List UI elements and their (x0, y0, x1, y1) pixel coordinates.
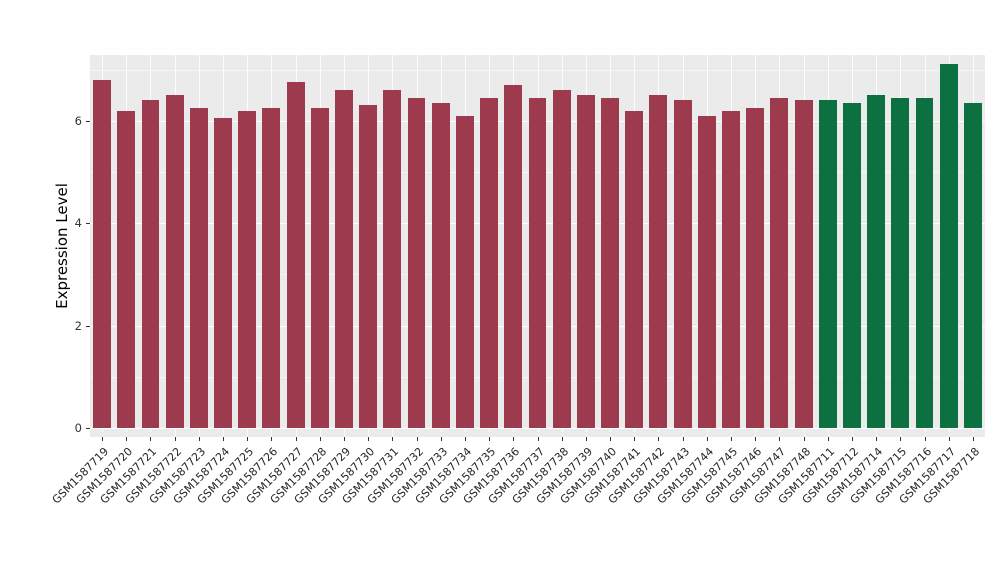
bar (770, 97, 789, 428)
x-tick-mark (755, 437, 757, 441)
x-tick-mark (827, 437, 829, 441)
bar (189, 108, 208, 428)
x-tick-mark (223, 437, 225, 441)
x-tick-mark (610, 437, 612, 441)
bar (141, 100, 160, 428)
y-tick-label: 2 (74, 318, 82, 333)
x-tick-mark (295, 437, 297, 441)
bar (843, 102, 861, 428)
x-tick-mark (174, 437, 176, 441)
x-tick-mark (924, 437, 926, 441)
bar (238, 110, 257, 428)
x-tick-mark (513, 437, 515, 441)
bar (528, 97, 547, 428)
y-tick-label: 4 (74, 216, 82, 231)
x-tick-mark (319, 437, 321, 441)
x-tick-mark (851, 437, 853, 441)
x-tick-mark (803, 437, 805, 441)
bar (794, 100, 813, 428)
y-tick-mark (86, 428, 90, 429)
x-tick-mark (948, 437, 950, 441)
bar (383, 90, 402, 428)
x-tick-mark (561, 437, 563, 441)
x-tick-mark (150, 437, 152, 441)
x-tick-mark (102, 437, 104, 441)
x-tick-mark (537, 437, 539, 441)
x-tick-mark (343, 437, 345, 441)
x-tick-mark (489, 437, 491, 441)
x-tick-mark (658, 437, 660, 441)
bar (455, 115, 474, 428)
bar (407, 97, 426, 428)
plot-panel (90, 55, 985, 437)
bar (262, 108, 281, 428)
bar (214, 118, 232, 428)
bar (480, 97, 499, 428)
x-tick-mark (706, 437, 708, 441)
x-tick-mark (247, 437, 249, 441)
x-tick-mark (876, 437, 878, 441)
bar (891, 97, 910, 428)
bar (117, 110, 136, 428)
x-tick-mark (368, 437, 370, 441)
x-tick-mark (682, 437, 684, 441)
bar (963, 102, 982, 428)
x-tick-mark (440, 437, 442, 441)
y-axis-title: Expression Level (53, 183, 71, 309)
y-tick-label: 0 (74, 421, 82, 435)
bar (746, 108, 765, 428)
bar (576, 95, 595, 428)
bar (286, 82, 305, 428)
bar (649, 95, 668, 428)
bar (625, 110, 644, 428)
x-tick-mark (464, 437, 466, 441)
bar (722, 110, 740, 428)
x-tick-mark (392, 437, 394, 441)
y-tick-mark (86, 325, 90, 327)
bar (431, 102, 450, 428)
bar (818, 100, 837, 428)
bar (673, 100, 692, 428)
bar (165, 95, 184, 428)
y-tick-label: 6 (74, 113, 82, 128)
x-tick-mark (731, 437, 732, 441)
x-tick-mark (972, 437, 974, 441)
x-tick-mark (198, 437, 200, 441)
bar (335, 90, 353, 428)
bar (939, 64, 958, 428)
bar (915, 97, 934, 428)
y-tick-mark (86, 120, 90, 122)
x-tick-mark (416, 437, 418, 441)
x-tick-mark (900, 437, 902, 441)
bar (310, 108, 329, 428)
x-tick-mark (585, 437, 587, 441)
x-tick-mark (126, 437, 128, 441)
x-tick-mark (779, 437, 781, 441)
bar (552, 90, 571, 428)
x-tick-mark (634, 437, 636, 441)
bar (697, 115, 716, 428)
bar (601, 97, 619, 428)
bar (93, 79, 112, 428)
bar (359, 105, 378, 428)
y-tick-mark (86, 223, 90, 225)
x-tick-mark (271, 437, 273, 441)
bar (504, 84, 523, 428)
bar (867, 95, 886, 428)
